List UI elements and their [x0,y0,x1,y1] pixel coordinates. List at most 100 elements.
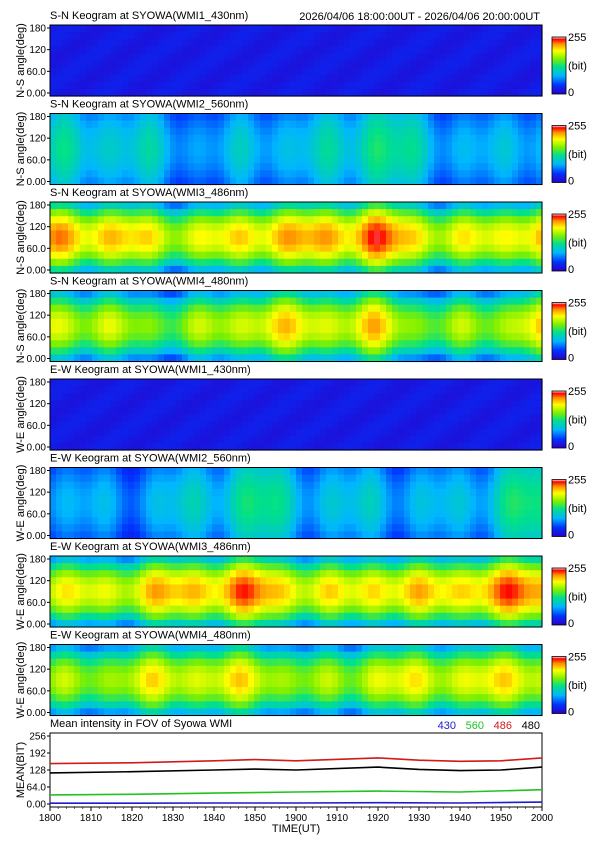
heatmap-cell [446,223,453,231]
heatmap-cell [350,290,357,299]
heatmap-cell [116,60,123,69]
heatmap-cell [452,53,459,62]
heatmap-cell [380,400,387,408]
heatmap-cell [68,202,75,210]
heatmap-cell [446,156,453,164]
heatmap-cell [524,503,531,511]
heatmap-cell [224,474,231,483]
heatmap-cell [200,517,207,525]
heatmap-cell [452,223,459,231]
heatmap-cell [146,74,153,83]
heatmap-cell [386,223,393,231]
heatmap-cell [92,400,99,408]
heatmap-cell [488,435,495,444]
heatmap-cell [224,340,231,348]
heatmap-cell [164,421,171,430]
heatmap-cell [74,74,81,83]
heatmap-cell [368,386,375,394]
heatmap-cell [386,46,393,54]
heatmap-cell [494,156,501,164]
heatmap-cell [284,326,291,334]
heatmap-cell [512,258,519,267]
heatmap-cell [452,163,459,171]
heatmap-cell [86,113,93,122]
heatmap-cell [110,244,117,253]
heatmap-cell [80,517,87,525]
heatmap-cell [224,318,231,327]
heatmap-cell [152,428,159,437]
heatmap-cell [536,127,543,136]
heatmap-cell [500,414,507,423]
heatmap-cell [344,230,351,239]
heatmap-cell [176,149,183,157]
heatmap-cell [110,230,117,239]
heatmap-cell [482,60,489,69]
heatmap-cell [524,435,531,444]
heatmap-cell [476,81,483,90]
heatmap-cell [194,414,201,423]
heatmap-cell [452,67,459,76]
heatmap-cell [440,290,447,299]
heatmap-cell [482,311,489,320]
heatmap-cell [212,503,219,511]
heatmap-cell [356,517,363,525]
heatmap-cell [308,414,315,423]
heatmap-cell [314,25,321,33]
heatmap-cell [290,297,297,306]
heatmap-cell [284,347,291,355]
heatmap-cell [344,216,351,224]
heatmap-cell [164,524,171,532]
heatmap-cell [464,237,471,246]
heatmap-cell [128,223,135,231]
heatmap-cell [356,531,363,540]
heatmap-cell [332,127,339,136]
heatmap-cell [152,379,159,387]
heatmap-cell [386,386,393,394]
heatmap-cell [518,435,525,444]
heatmap-cell [134,517,141,525]
heatmap-cell [122,531,129,540]
heatmap-cell [290,177,297,186]
heatmap-cell [512,347,519,355]
heatmap-cell [260,347,267,355]
heatmap-cell [56,326,63,334]
heatmap-cell [140,495,147,504]
heatmap-cell [122,32,129,40]
heatmap-cell [134,67,141,76]
heatmap-cell [530,209,537,217]
heatmap-cell [536,74,543,83]
heatmap-cell [182,156,189,164]
heatmap-cell [140,177,147,186]
heatmap-cell [320,113,327,122]
heatmap-cell [170,510,177,518]
heatmap-cell [308,127,315,136]
heatmap-cell [452,517,459,525]
heatmap-cell [302,32,309,40]
heatmap-cell [236,474,243,483]
heatmap-cell [122,524,129,532]
heatmap-cell [104,156,111,164]
heatmap-cell [350,435,357,444]
heatmap-cell [134,481,141,490]
heatmap-cell [68,386,75,394]
heatmap-cell [518,237,525,246]
heatmap-cell [92,290,99,299]
heatmap-cell [380,503,387,511]
heatmap-cell [188,304,195,313]
heatmap-cell [488,386,495,394]
heatmap-cell [140,39,147,47]
heatmap-cell [206,407,213,416]
heatmap-cell [440,503,447,511]
heatmap-cell [236,400,243,408]
heatmap-cell [338,25,345,33]
heatmap-cell [224,290,231,299]
heatmap-cell [170,127,177,136]
heatmap-cell [434,503,441,511]
heatmap-cell [56,202,63,210]
heatmap-cell [536,177,543,186]
heatmap-cell [158,400,165,408]
heatmap-cell [344,400,351,408]
heatmap-cell [290,230,297,239]
heatmap-cell [98,510,105,518]
heatmap-cell [488,503,495,511]
